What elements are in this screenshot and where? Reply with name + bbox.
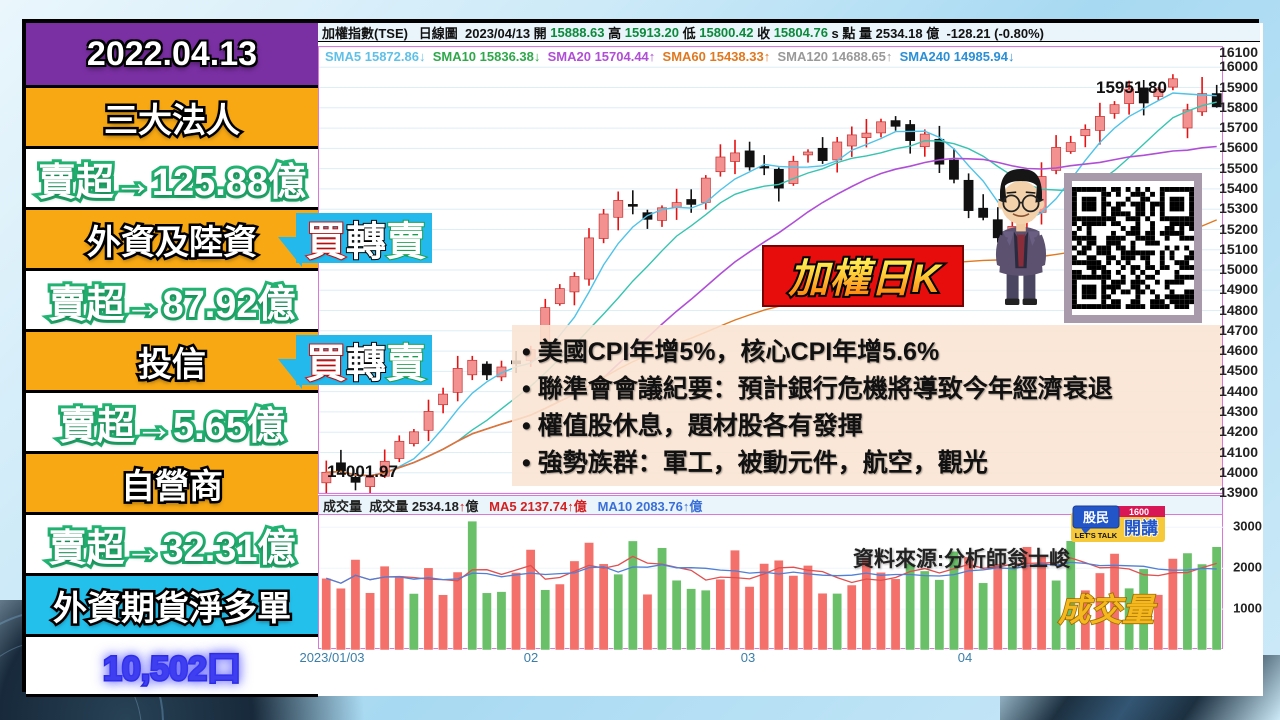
svg-text:LET'S TALK: LET'S TALK bbox=[1075, 531, 1118, 540]
svg-text:加權日K: 加權日K bbox=[788, 257, 944, 301]
svg-text:開講: 開講 bbox=[1124, 518, 1158, 538]
svg-text:1600: 1600 bbox=[1129, 507, 1149, 517]
svg-text:股民: 股民 bbox=[1083, 510, 1109, 525]
